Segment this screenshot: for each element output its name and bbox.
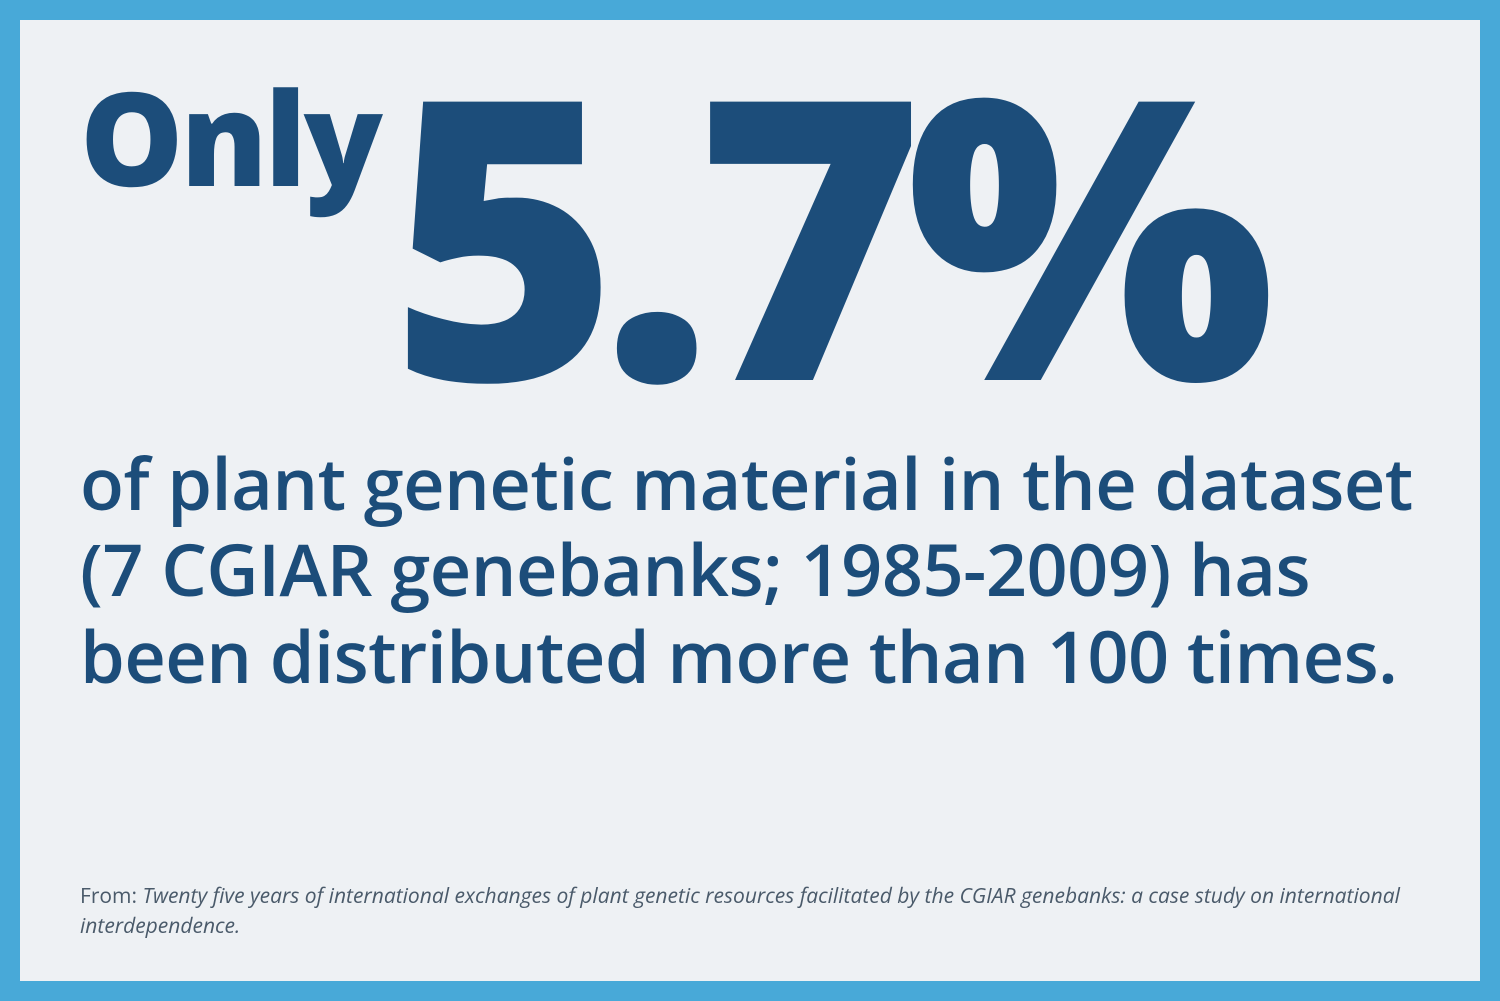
- headline-row: Only 5.7%: [80, 70, 1420, 390]
- body-text: of plant genetic material in the dataset…: [80, 440, 1420, 699]
- citation: From: Twenty five years of international…: [80, 882, 1420, 941]
- citation-label: From:: [80, 882, 142, 910]
- infographic-border: Only 5.7% of plant genetic material in t…: [0, 0, 1500, 1001]
- citation-title: Twenty five years of international excha…: [80, 882, 1400, 939]
- prefix-word: Only: [80, 78, 380, 195]
- statistic-value: 5.7%: [390, 70, 1258, 390]
- infographic-panel: Only 5.7% of plant genetic material in t…: [20, 20, 1480, 981]
